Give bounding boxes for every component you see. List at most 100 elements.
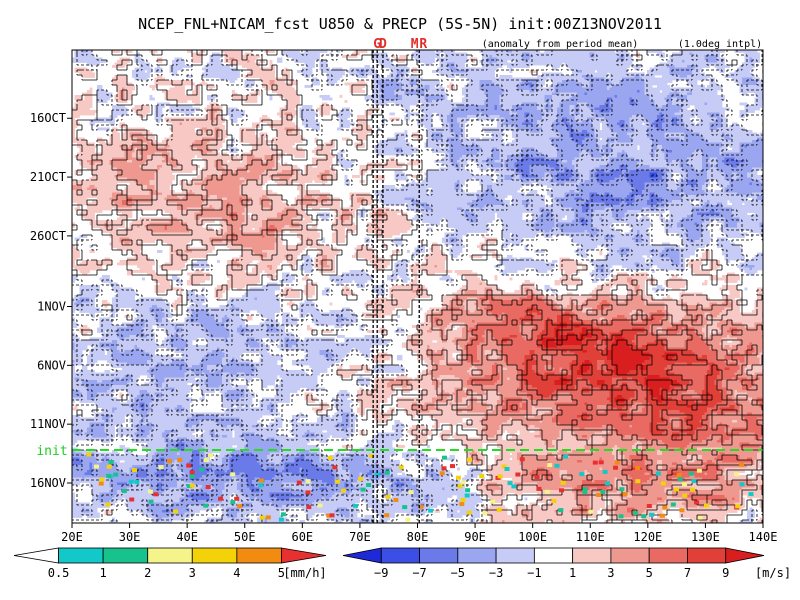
field-cell [129, 90, 133, 93]
field-cell [602, 80, 605, 83]
field-cell [617, 105, 620, 108]
field-cell [82, 60, 85, 63]
field-cell [214, 70, 218, 73]
field-cell [689, 65, 693, 68]
field-cell [269, 87, 273, 91]
field-cell [627, 100, 630, 103]
field-cell [534, 100, 538, 103]
field-cell [414, 90, 418, 93]
field-cell [622, 60, 625, 63]
field-cell [282, 80, 285, 83]
field-cell [309, 52, 313, 56]
field-cell [74, 102, 78, 106]
field-cell [589, 70, 593, 73]
field-cell [419, 52, 423, 56]
field-cell [294, 80, 298, 83]
field-cell [564, 77, 568, 81]
field-cell [249, 82, 253, 86]
field-cell [412, 55, 415, 58]
field-cell [704, 105, 708, 108]
field-cell [157, 102, 160, 106]
field-cell [604, 115, 608, 118]
field-cell [687, 87, 690, 91]
field-cell [587, 55, 590, 58]
field-cell [212, 95, 215, 98]
field-cell [634, 82, 638, 86]
field-cell [757, 55, 760, 58]
field-cell [464, 102, 468, 106]
field-cell [322, 110, 325, 113]
field-cell [734, 50, 738, 53]
field-cell [179, 105, 183, 108]
field-cell [619, 75, 623, 78]
field-cell [604, 82, 608, 86]
field-cell [227, 65, 230, 68]
field-cell [309, 72, 313, 76]
field-cell [579, 90, 583, 93]
field-cell [682, 65, 685, 68]
field-cell [507, 117, 510, 121]
field-cell [484, 62, 488, 66]
field-cell [382, 87, 385, 91]
field-cell [262, 85, 265, 88]
field-cell [719, 102, 723, 106]
field-cell [574, 50, 578, 53]
field-cell [129, 87, 133, 91]
field-cell [457, 102, 460, 106]
field-cell [394, 65, 398, 68]
field-cell [87, 107, 90, 111]
field-cell [397, 67, 400, 71]
field-cell [494, 52, 498, 56]
field-cell [514, 82, 518, 86]
field-cell [512, 100, 515, 103]
field-cell [489, 65, 493, 68]
field-cell [139, 60, 143, 63]
field-cell [739, 67, 743, 71]
field-cell [569, 87, 573, 91]
field-cell [592, 60, 595, 63]
field-cell [594, 100, 598, 103]
field-cell [109, 92, 113, 96]
field-cell [227, 52, 230, 56]
field-cell [622, 67, 625, 71]
field-cell [214, 60, 218, 63]
field-cell [522, 92, 525, 96]
field-cell [307, 70, 310, 73]
field-cell [617, 80, 620, 83]
field-cell [117, 80, 120, 83]
field-cell [597, 67, 600, 71]
field-cell [632, 80, 635, 83]
field-cell [222, 120, 225, 123]
field-cell [232, 57, 235, 61]
field-cell [637, 67, 640, 71]
field-cell [512, 87, 515, 91]
field-cell [554, 95, 558, 98]
field-cell [654, 97, 658, 101]
field-cell [159, 112, 163, 116]
field-cell [587, 70, 590, 73]
field-cell [392, 67, 395, 71]
field-cell [657, 52, 660, 56]
field-cell [502, 97, 505, 101]
field-cell [132, 107, 135, 111]
field-cell [609, 90, 613, 93]
field-cell [294, 100, 298, 103]
field-cell [572, 100, 575, 103]
field-cell [419, 77, 423, 81]
field-cell [587, 115, 590, 118]
field-cell [637, 55, 640, 58]
field-cell [722, 115, 725, 118]
field-cell [592, 107, 595, 111]
field-cell [709, 112, 713, 116]
field-cell [264, 87, 268, 91]
field-cell [509, 95, 513, 98]
field-cell [212, 55, 215, 58]
field-cell [582, 60, 585, 63]
field-cell [282, 90, 285, 93]
field-cell [579, 75, 583, 78]
field-cell [309, 55, 313, 58]
field-cell [502, 112, 505, 116]
field-cell [114, 115, 118, 118]
field-cell [227, 77, 230, 81]
field-cell [264, 50, 268, 53]
